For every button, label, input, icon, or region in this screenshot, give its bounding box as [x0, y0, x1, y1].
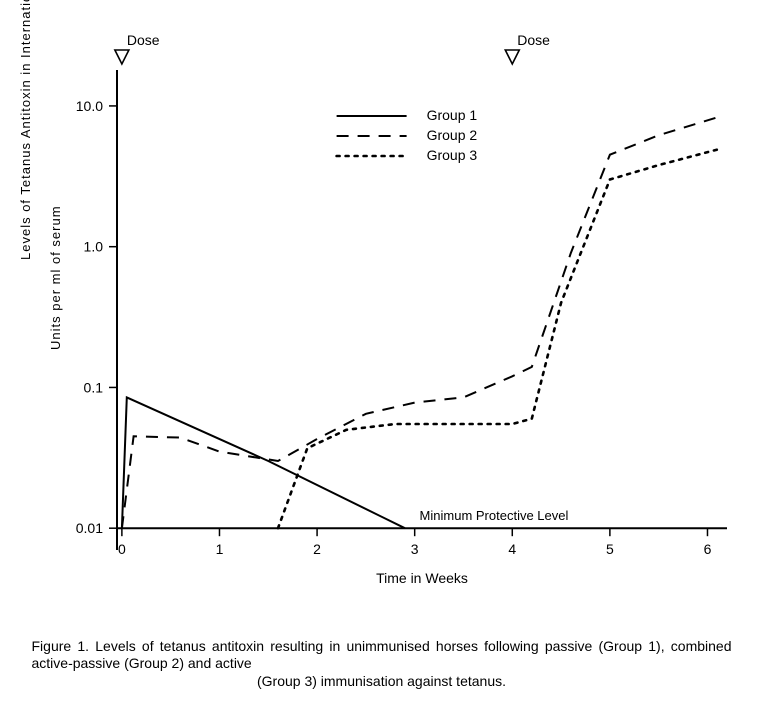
series-line: [121, 116, 721, 528]
legend-label: Group 2: [426, 127, 477, 143]
x-tick-label: 2: [313, 541, 321, 557]
x-tick-label: 5: [605, 541, 613, 557]
series-line: [121, 397, 404, 528]
x-tick-label: 4: [508, 541, 516, 557]
legend-label: Group 1: [426, 107, 477, 123]
y-tick-label: 0.01: [75, 520, 102, 536]
x-tick-label: 1: [215, 541, 223, 557]
y-tick-label: 10.0: [75, 98, 102, 114]
figure-caption: Figure 1. Levels of tetanus antitoxin re…: [32, 638, 732, 691]
dose-marker-icon: [114, 50, 128, 64]
dose-marker-icon: [505, 50, 519, 64]
chart-svg: 0 1 2 3 4 5 6 0.01 0.1 1.0 10.0 Time in Weeks Dose Do…: [22, 20, 742, 620]
min-protective-label: Minimum Protective Level: [419, 508, 568, 523]
y-tick-label: 0.1: [83, 379, 103, 395]
caption-line1: Figure 1. Levels of tetanus antitoxin re…: [32, 638, 732, 672]
x-tick-label: 6: [703, 541, 711, 557]
legend-label: Group 3: [426, 147, 477, 163]
figure-container: Levels of Tetanus Antitoxin in Internati…: [22, 20, 742, 690]
series-line: [278, 148, 722, 528]
x-axis-label: Time in Weeks: [376, 570, 468, 586]
y-axis-label-outer: Levels of Tetanus Antitoxin in Internati…: [18, 0, 33, 260]
caption-line2: (Group 3) immunisation against tetanus.: [32, 673, 732, 691]
y-tick-label: 1.0: [83, 239, 103, 255]
dose-label: Dose: [517, 32, 550, 48]
dose-label: Dose: [126, 32, 159, 48]
x-tick-label: 0: [117, 541, 125, 557]
y-axis-label-inner: Units per ml of serum: [48, 205, 63, 350]
x-tick-label: 3: [410, 541, 418, 557]
